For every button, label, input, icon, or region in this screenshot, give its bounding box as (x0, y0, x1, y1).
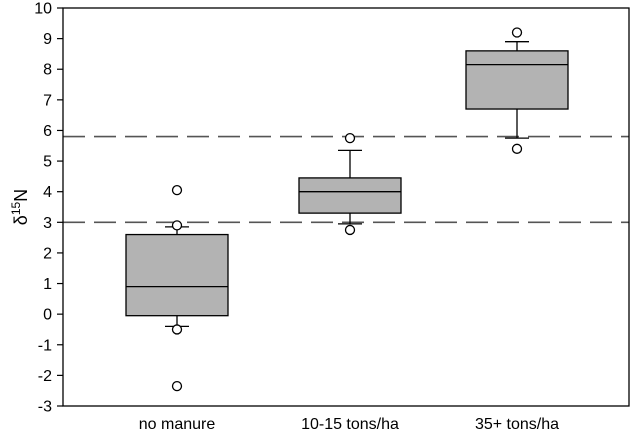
y-tick-label: 10 (34, 1, 52, 18)
outlier-point (171, 185, 183, 196)
box-group-3 (465, 27, 569, 154)
outlier-point (344, 132, 356, 144)
x-category-label: 10-15 tons/ha (301, 416, 399, 433)
y-tick-label: 2 (43, 245, 52, 262)
outlier-point (171, 380, 183, 392)
y-tick-label: 7 (43, 92, 52, 109)
y-tick-label: -1 (38, 337, 52, 354)
y-axis-label: δ15N (9, 189, 31, 225)
box-iqr (298, 177, 402, 214)
y-tick-label: 0 (43, 307, 52, 324)
y-axis-label-element: N (11, 189, 31, 202)
y-axis-label-superscript: 15 (9, 201, 23, 215)
y-tick-label: 3 (43, 215, 52, 232)
x-axis-labels: no manure 10-15 tons/ha 35+ tons/ha (139, 416, 559, 433)
y-tick-label: -2 (38, 368, 52, 385)
outlier-point (171, 324, 183, 335)
boxes (125, 27, 569, 392)
y-axis-ticks: -3 -2 -1 0 1 2 3 4 5 6 7 8 9 10 (34, 1, 63, 416)
outlier-point (511, 143, 523, 154)
y-tick-label: 5 (43, 154, 52, 171)
y-tick-label: -3 (38, 399, 52, 416)
outlier-point (511, 27, 523, 38)
box-group-1 (125, 185, 229, 392)
y-tick-label: 4 (43, 184, 52, 201)
box-group-2 (298, 132, 402, 236)
outlier-point (344, 224, 356, 236)
plot-frame (62, 7, 630, 407)
y-tick-label: 1 (43, 276, 52, 293)
outlier-point (171, 220, 183, 231)
y-tick-label: 9 (43, 31, 52, 48)
y-tick-label: 6 (43, 123, 52, 140)
y-axis-label-symbol: δ (11, 215, 31, 225)
x-category-label: 35+ tons/ha (475, 416, 559, 433)
box-iqr (465, 50, 569, 110)
x-category-label: no manure (139, 416, 216, 433)
y-tick-label: 8 (43, 62, 52, 79)
box-iqr (125, 233, 229, 317)
